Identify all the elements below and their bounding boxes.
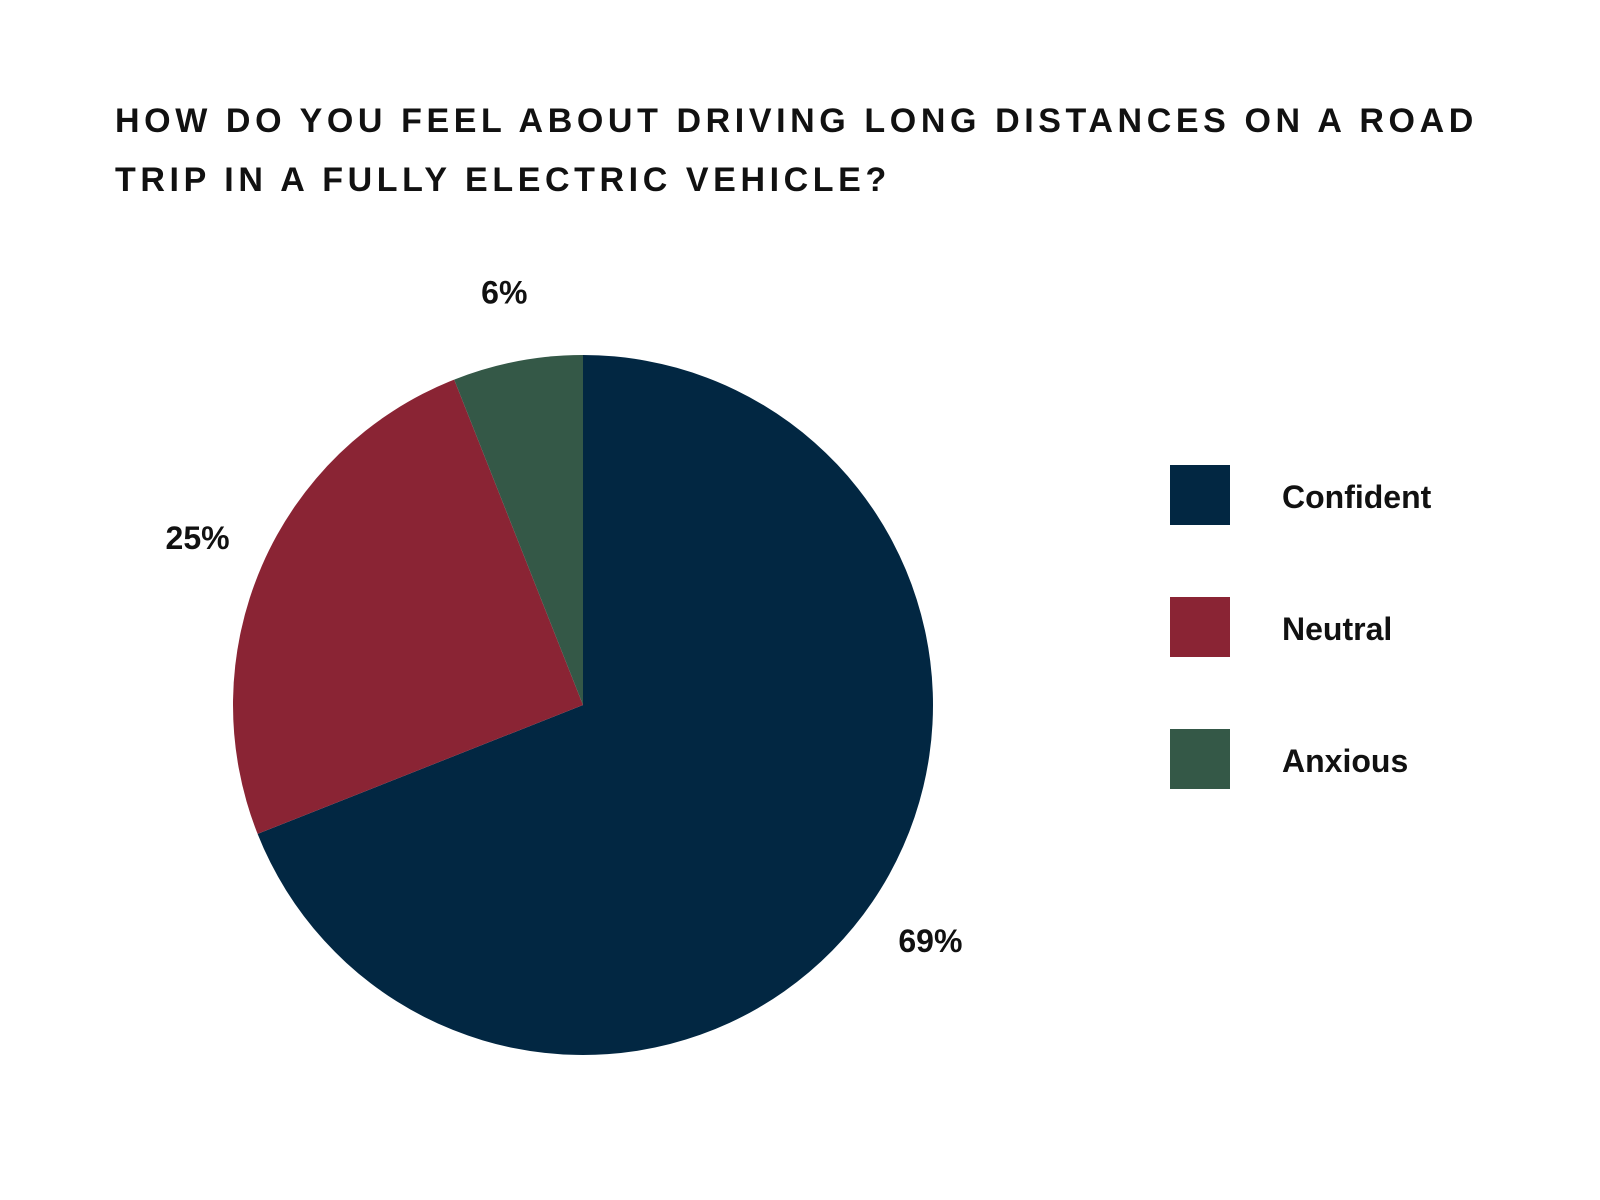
data-label-neutral: 25% — [166, 520, 230, 556]
legend-swatch-neutral — [1170, 597, 1230, 657]
pie-slice-neutral — [233, 379, 583, 834]
pie-slice-anxious — [454, 355, 583, 705]
legend-swatch-anxious — [1170, 729, 1230, 789]
data-label-anxious: 6% — [481, 274, 527, 310]
legend-swatch-confident — [1170, 465, 1230, 525]
chart-title: HOW DO YOU FEEL ABOUT DRIVING LONG DISTA… — [115, 102, 1478, 199]
legend-label-neutral: Neutral — [1282, 611, 1392, 647]
data-label-confident: 69% — [898, 923, 962, 959]
pie-slice-confident — [257, 355, 933, 1055]
legend: Confident Neutral Anxious — [1170, 465, 1432, 789]
legend-label-confident: Confident — [1282, 479, 1432, 515]
legend-label-anxious: Anxious — [1282, 743, 1408, 779]
